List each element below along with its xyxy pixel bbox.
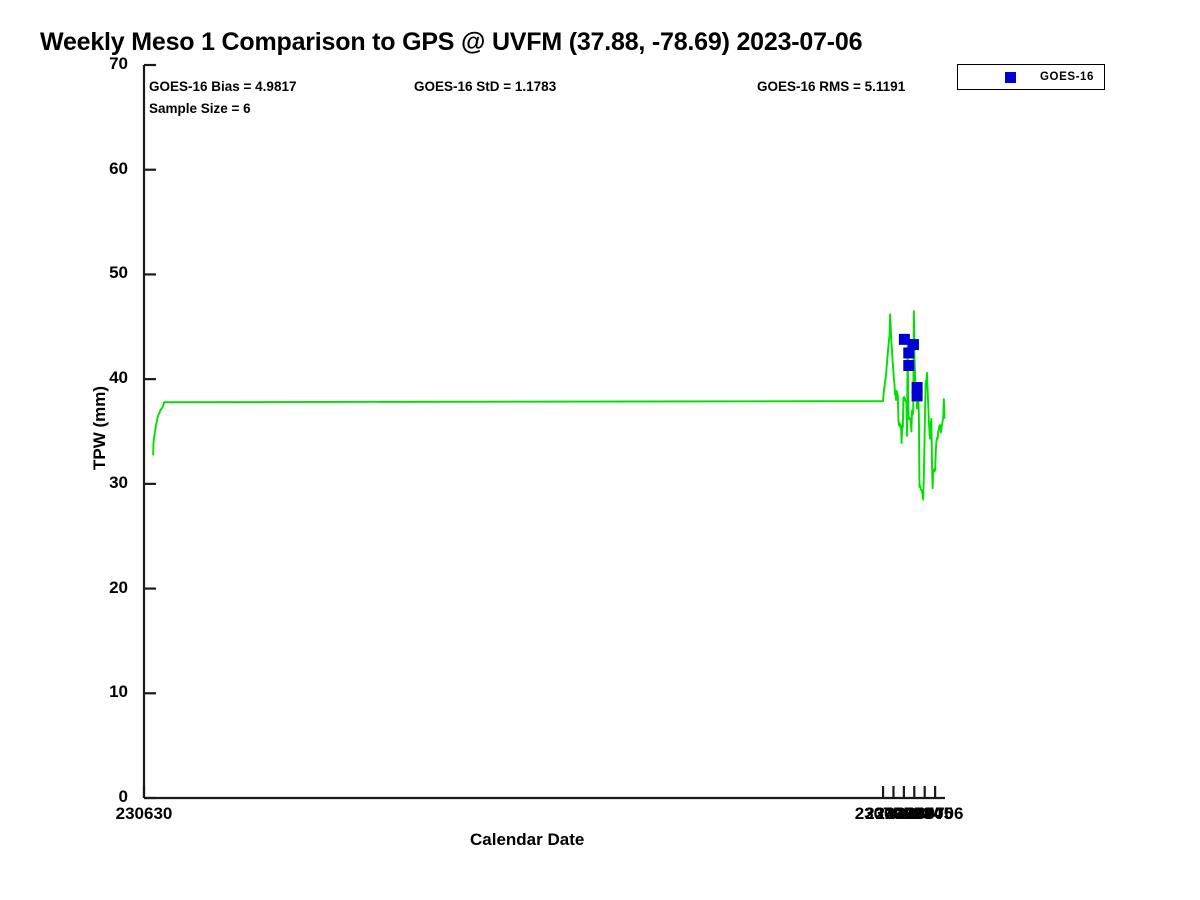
stat-rms: GOES-16 RMS = 5.1191 (757, 79, 906, 94)
y-tick-label: 50 (109, 263, 128, 283)
x-tick-marks (142, 786, 937, 798)
y-tick-label: 0 (118, 787, 128, 806)
y-tick-label: 70 (109, 54, 128, 73)
legend-color-swatch (1005, 72, 1016, 83)
y-tick-label: 30 (109, 472, 128, 492)
y-tick-label: 60 (109, 158, 128, 178)
stat-sample-size: Sample Size = 6 (149, 101, 251, 116)
goes16-data-point (907, 339, 919, 351)
y-tick-label: 10 (109, 682, 128, 702)
x-tick-label: 230630 (115, 804, 173, 823)
x-axis-label: Calendar Date (470, 830, 585, 849)
y-axis-label: TPW (mm) (90, 385, 109, 470)
y-tick-marks (144, 63, 156, 800)
axis-frame (142, 65, 945, 800)
y-tick-label: 40 (109, 368, 128, 388)
gps-series-line (152, 310, 946, 501)
x-tick-label: 230701 (854, 804, 912, 823)
goes16-series-markers (898, 333, 923, 402)
goes16-data-point (911, 382, 923, 394)
goes16-data-point (903, 347, 915, 359)
page-title: Weekly Meso 1 Comparison to GPS @ UVFM (… (40, 28, 863, 56)
goes16-data-point (903, 360, 915, 372)
x-tick-label: 230703 (875, 804, 933, 823)
stat-bias: GOES-16 Bias = 4.9817 (149, 79, 297, 94)
x-tick-label: 230704 (885, 804, 943, 823)
y-tick-label: 20 (109, 577, 128, 597)
x-tick-label: 230706 (906, 804, 964, 823)
legend-label: GOES-16 (1040, 71, 1095, 83)
legend-box (957, 64, 1105, 90)
x-tick-label: 230702 (865, 804, 922, 823)
stat-std: GOES-16 StD = 1.1783 (414, 79, 557, 94)
goes16-data-point (898, 333, 910, 345)
x-tick-label: 230705 (896, 804, 954, 823)
goes16-data-point (911, 390, 923, 402)
